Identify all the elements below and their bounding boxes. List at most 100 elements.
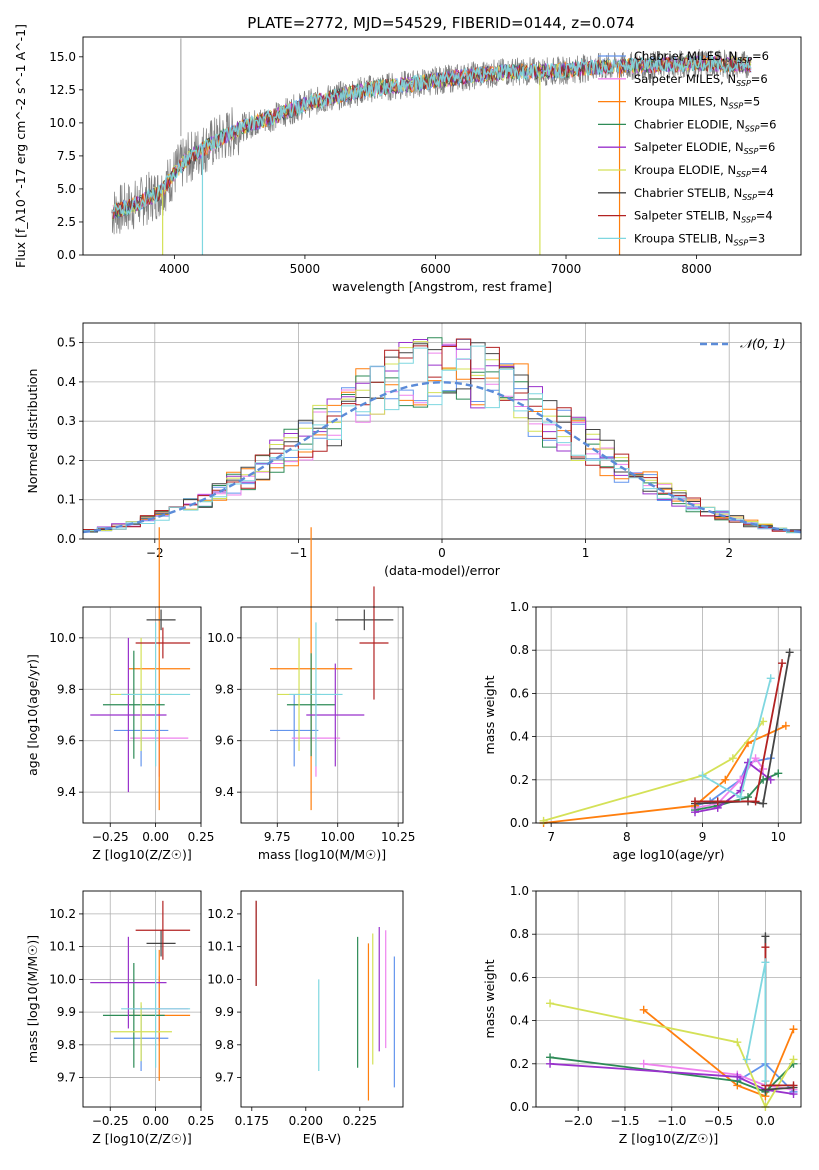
y-tick-label: 1.0 xyxy=(510,884,529,898)
weight-marker xyxy=(698,771,707,780)
weight-marker xyxy=(761,1077,770,1086)
y-axis-label: mass [log10(M/M☉)] xyxy=(25,935,40,1063)
y-tick-label: 9.8 xyxy=(215,1038,234,1052)
weight-line xyxy=(643,1062,794,1091)
weight-marker xyxy=(639,1059,648,1068)
y-tick-label: 9.4 xyxy=(215,785,234,799)
y-tick-label: 0.4 xyxy=(57,375,76,389)
weight-line xyxy=(543,724,787,824)
x-tick-label: 0.200 xyxy=(289,1114,323,1128)
weight-marker xyxy=(785,648,794,657)
weight-marker xyxy=(733,1072,742,1081)
x-tick-label: 7000 xyxy=(551,262,582,276)
y-tick-label: 0.4 xyxy=(510,730,529,744)
plot-area-massweight_vs_age xyxy=(539,648,794,827)
y-axis-label: Flux [f_λ10^-17 erg cm^-2 s^-1 A^-1] xyxy=(13,24,28,268)
y-tick-label: 0.2 xyxy=(510,1057,529,1071)
y-tick-label: 9.9 xyxy=(57,1005,76,1019)
axes-frame xyxy=(240,890,404,1108)
y-tick-label: 0.2 xyxy=(510,773,529,787)
errorbar-point xyxy=(102,963,165,1068)
errorbar-point xyxy=(335,609,394,631)
errorbar-point xyxy=(102,650,165,759)
y-tick-label: 9.4 xyxy=(57,785,76,799)
y-tick-label: 9.8 xyxy=(215,682,234,696)
weight-marker xyxy=(761,958,770,967)
y-tick-label: 0.5 xyxy=(57,336,76,350)
y-tick-label: 0.8 xyxy=(510,643,529,657)
weight-line xyxy=(549,1002,795,1109)
x-tick-label: 10.25 xyxy=(381,830,415,844)
x-tick-label: 0.25 xyxy=(188,1114,215,1128)
axes-frame xyxy=(82,890,202,1108)
axes-spectrum: 4000 5000 6000 7000 8000 0.0 2.5 5.0 7.5 10.0 12.5… xyxy=(13,24,802,294)
x-axis-label: wavelength [Angstrom, rest frame] xyxy=(332,279,552,294)
weight-marker xyxy=(761,932,770,941)
legend-entry: Chabrier ELODIE, NSSP=6 xyxy=(634,117,776,133)
x-tick-label: 4000 xyxy=(159,262,190,276)
weight-line xyxy=(549,1056,795,1093)
y-tick-label: 9.8 xyxy=(57,682,76,696)
y-tick-label: 0.0 xyxy=(510,816,529,830)
plot-area-mass_vs_Z xyxy=(90,900,191,1081)
y-tick-label: 1.0 xyxy=(510,600,529,614)
x-tick-label: −1 xyxy=(290,546,308,560)
x-axis-label: Z [log10(Z/Z☉)] xyxy=(619,1131,719,1146)
errorbar-point xyxy=(289,622,343,767)
y-tick-label: 10.1 xyxy=(49,940,76,954)
weight-line xyxy=(695,663,783,803)
y-tick-label: 2.5 xyxy=(57,215,76,229)
legend-entry: Chabrier STELIB, NSSP=4 xyxy=(634,186,774,202)
weight-marker xyxy=(778,659,787,668)
axes-massweight_vs_Z: −2.0 −1.5 −1.0 −0.5 0.0 0.0 0.2 0.4 0.6 0.8 1.0 Z [… xyxy=(482,884,802,1146)
axes-frame xyxy=(82,606,202,824)
x-tick-label: 0.00 xyxy=(142,1114,169,1128)
x-tick-label: 9 xyxy=(699,830,707,844)
x-axis-label: Z [log10(Z/Z☉)] xyxy=(92,1131,192,1146)
x-tick-label: 10 xyxy=(771,830,786,844)
y-axis-label: Normed distribution xyxy=(25,369,40,494)
plot-area-age_vs_Z xyxy=(90,527,191,811)
y-axis-label: mass weight xyxy=(482,959,497,1038)
axes-frame xyxy=(535,890,802,1108)
legend-entry: Salpeter ELODIE, NSSP=6 xyxy=(634,140,775,156)
y-tick-label: 9.7 xyxy=(215,1071,234,1085)
x-axis-label: Z [log10(Z/Z☉)] xyxy=(92,847,192,862)
axes-age_vs_Z: −0.25 0.00 0.25 9.4 9.6 9.8 10.0 Z [log10(Z/Z☉)… xyxy=(25,527,214,862)
x-axis-label: age log10(age/yr) xyxy=(612,847,724,862)
weight-marker xyxy=(546,1059,555,1068)
errorbar-point xyxy=(121,622,191,767)
plot-area-massweight_vs_Z xyxy=(546,932,798,1111)
y-tick-label: 12.5 xyxy=(49,83,76,97)
legend-entry: Chabrier MILES, NSSP=6 xyxy=(634,49,769,65)
legend-entry: Kroupa STELIB, NSSP=3 xyxy=(634,231,765,247)
y-tick-label: 10.2 xyxy=(49,907,76,921)
errorbar-point xyxy=(146,930,176,957)
errorbar-point xyxy=(146,609,176,631)
axes-frame xyxy=(82,322,802,540)
y-tick-label: 15.0 xyxy=(49,50,76,64)
errorbar-point xyxy=(135,627,191,659)
weight-line xyxy=(543,720,764,822)
histogram-series xyxy=(83,338,801,532)
legend-entry: Salpeter MILES, NSSP=6 xyxy=(634,72,768,88)
axes-frame xyxy=(82,36,802,256)
x-tick-label: −1.0 xyxy=(657,1114,686,1128)
x-tick-label: −2 xyxy=(146,546,164,560)
y-tick-label: 0.0 xyxy=(57,248,76,262)
y-tick-label: 0.6 xyxy=(510,970,529,984)
x-tick-label: 0.25 xyxy=(188,830,215,844)
y-tick-label: 0.6 xyxy=(510,686,529,700)
weight-marker xyxy=(539,816,548,825)
x-tick-label: 10.00 xyxy=(321,830,355,844)
axes-frame xyxy=(240,606,404,824)
axes-residuals: −2 −1 0 1 2 0.0 0.1 0.2 0.3 0.4 0.5 (data-model)/er… xyxy=(25,322,802,578)
y-tick-label: 9.8 xyxy=(57,1038,76,1052)
y-tick-label: 9.7 xyxy=(57,1071,76,1085)
y-tick-label: 10.0 xyxy=(49,631,76,645)
x-axis-label: (data-model)/error xyxy=(384,563,501,578)
weight-marker xyxy=(691,797,699,806)
x-axis-label: E(B-V) xyxy=(303,1131,342,1146)
weight-line xyxy=(549,1062,794,1095)
